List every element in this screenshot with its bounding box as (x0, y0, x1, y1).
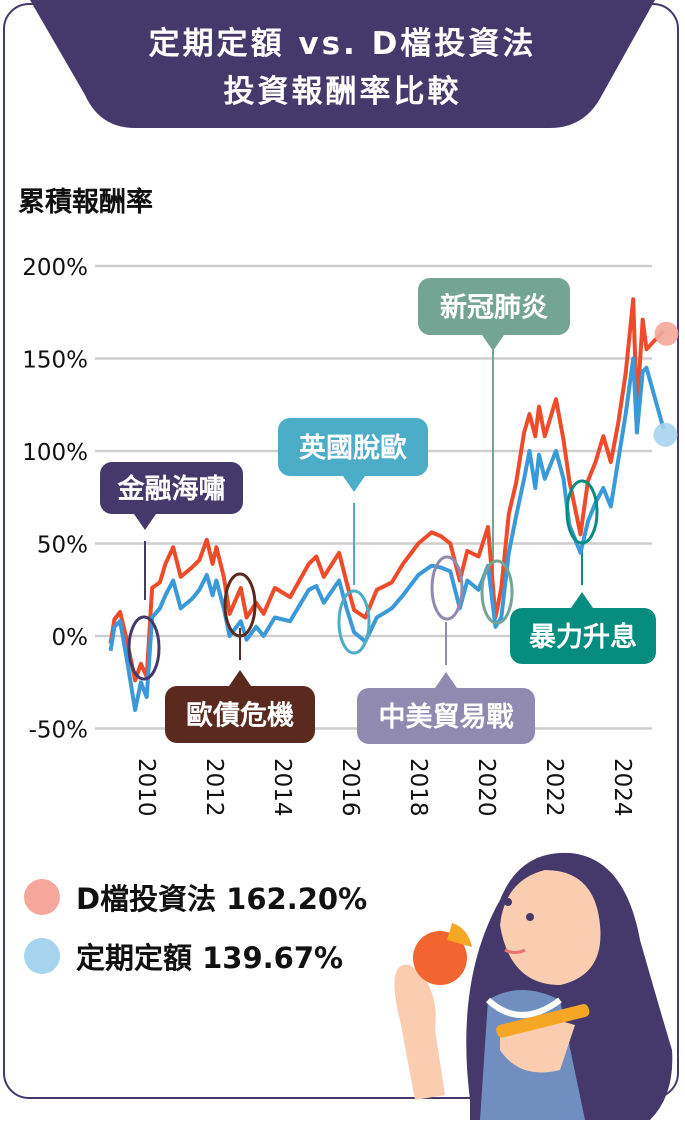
series-line-d-method (108, 297, 665, 683)
annotation-label: 英國脫歐 (299, 433, 407, 464)
end-marker-dca (653, 422, 678, 447)
annotation-box (418, 278, 570, 335)
legend-label: D檔投資法 162.20% (76, 882, 368, 916)
y-axis-label: 累積報酬率 (18, 187, 153, 218)
annotation-label: 暴力升息 (529, 621, 637, 653)
y-tick-label: 200% (22, 255, 88, 281)
annotation-box (510, 608, 656, 664)
annotation-circle (480, 559, 514, 625)
annotation-pointer (229, 670, 251, 686)
y-tick-label: 100% (22, 440, 88, 466)
x-tick-label: 2012 (201, 758, 227, 817)
annotation-circle (430, 555, 464, 621)
annotation-pointer (482, 335, 504, 351)
annotation-label: 金融海嘯 (117, 473, 226, 505)
legend-dot-blue-icon (24, 938, 60, 974)
pie-chart-icon (413, 931, 467, 985)
y-tick-label: -50% (29, 718, 88, 744)
pencil-icon (496, 1004, 590, 1038)
legend-item-dca: 定期定額 139.67% (24, 935, 343, 977)
annotation-label: 中美貿易戰 (379, 701, 514, 733)
legend-item-d-method: D檔投資法 162.20% (24, 876, 367, 918)
annotation-circle (565, 479, 599, 545)
y-tick-label: 50% (37, 533, 88, 559)
legend-label: 定期定額 139.67% (76, 941, 344, 975)
x-tick-label: 2022 (541, 758, 567, 817)
annotation-label: 歐債危機 (186, 700, 294, 732)
y-tick-label: 150% (22, 348, 88, 374)
y-tick-label: 0% (52, 625, 89, 651)
x-tick-label: 2020 (473, 758, 499, 817)
annotation-box (100, 462, 243, 514)
x-tick-label: 2018 (405, 758, 431, 817)
annotation-circle (127, 615, 161, 681)
hand-icon (394, 964, 445, 1100)
x-tick-label: 2016 (337, 758, 363, 817)
annotation-box (165, 686, 315, 743)
series-line-dca (108, 356, 666, 712)
header-banner (30, 0, 655, 128)
annotation-box (357, 688, 535, 744)
annotation-circle (223, 572, 257, 638)
annotation-pointer (134, 514, 156, 530)
x-tick-label: 2010 (133, 758, 159, 817)
x-tick-label: 2024 (609, 758, 635, 817)
legend-dot-red-icon (24, 879, 60, 915)
page-title-line2: 投資報酬率比較 (223, 74, 462, 110)
annotation-circle (337, 589, 371, 655)
page-title-line1: 定期定額 vs. D檔投資法 (148, 26, 537, 62)
end-marker-d-method (654, 321, 679, 346)
annotation-label: 新冠肺炎 (440, 292, 548, 324)
annotation-pointer (435, 672, 457, 688)
annotation-pointer (343, 476, 365, 492)
annotation-box (278, 418, 428, 476)
annotation-pointer (571, 592, 593, 608)
girl-illustration (394, 852, 673, 1120)
x-tick-label: 2014 (269, 758, 295, 817)
